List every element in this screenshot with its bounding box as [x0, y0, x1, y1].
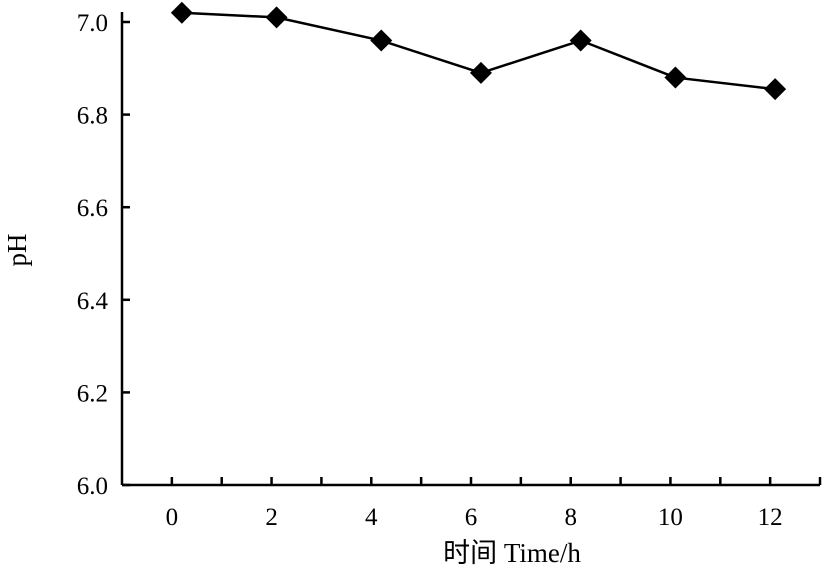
data-point-marker — [370, 29, 393, 52]
x-axis-title: 时间 Time/h — [443, 538, 581, 568]
x-tick-label: 8 — [564, 504, 577, 531]
axes: 6.0 6.2 6.4 6.6 6.8 7.0 0 2 4 6 8 10 12 — [77, 10, 822, 531]
y-tick-label: 6.8 — [77, 103, 108, 130]
y-tick-label: 6.2 — [77, 380, 108, 407]
y-axis-title: pH — [2, 234, 32, 267]
y-tick-label: 6.0 — [77, 473, 108, 500]
data-point-marker — [664, 66, 687, 89]
x-tick-label: 6 — [465, 504, 478, 531]
data-point-marker — [265, 6, 288, 29]
data-point-marker — [569, 29, 592, 52]
x-tick-label: 12 — [758, 504, 783, 531]
x-tick-label: 4 — [365, 504, 378, 531]
data-point-marker — [469, 61, 492, 84]
y-tick-label: 6.4 — [77, 288, 109, 315]
x-tick-label: 2 — [265, 504, 278, 531]
y-tick-label: 7.0 — [77, 10, 108, 37]
series-group — [170, 1, 787, 101]
x-tick-label: 10 — [658, 504, 683, 531]
y-tick-label: 6.6 — [77, 195, 108, 222]
data-point-marker — [764, 78, 787, 101]
data-point-marker — [170, 1, 193, 24]
x-tick-label: 0 — [166, 504, 179, 531]
